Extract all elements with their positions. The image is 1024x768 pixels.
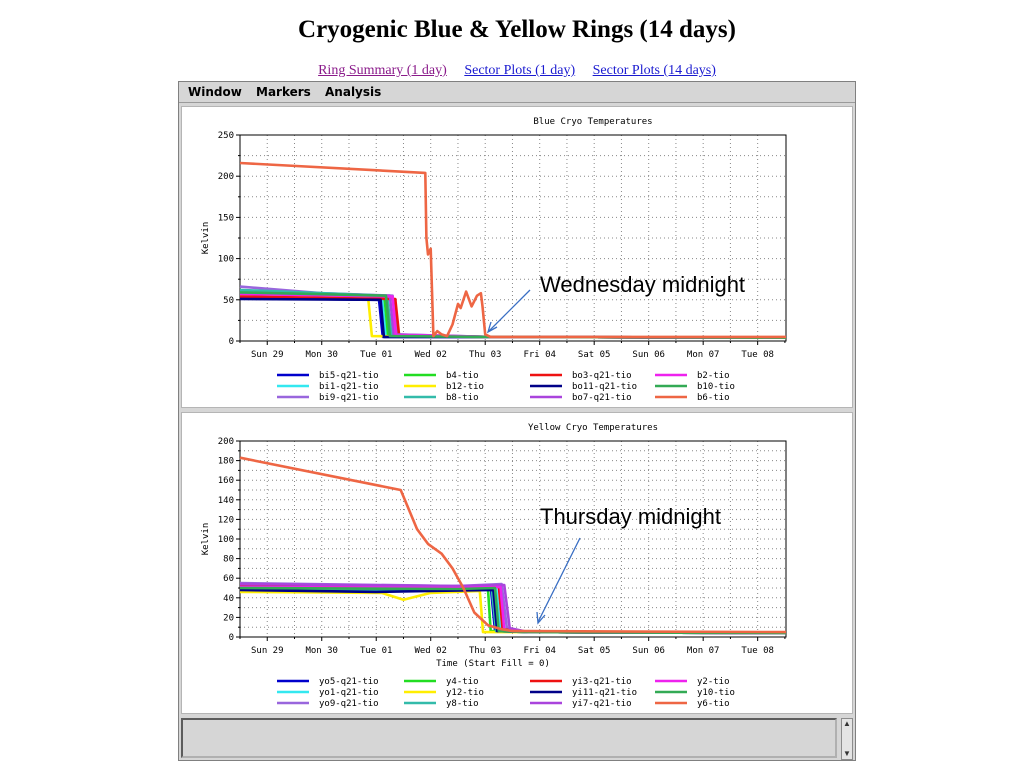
y-axis-label: Kelvin (201, 222, 211, 255)
plot-applet: Window Markers Analysis Blue Cryo Temper… (178, 81, 856, 761)
blue-cryo-chart-panel: Blue Cryo Temperatures 0 50 100 150 200 250 Sun… (181, 106, 853, 408)
x-tick-label: Sun 29 (251, 350, 284, 360)
x-tick-label: Sun 06 (632, 646, 665, 656)
scroll-up-arrow-icon[interactable]: ▲ (843, 719, 851, 728)
y-tick-label: 250 (218, 131, 234, 141)
y-tick-label: 200 (218, 172, 234, 182)
scroll-down-arrow-icon[interactable]: ▼ (843, 749, 851, 758)
link-sector-plots-1-day[interactable]: Sector Plots (1 day) (464, 63, 576, 78)
legend-label: yo1-q21-tio (319, 688, 379, 698)
chart-title: Yellow Cryo Temperatures (528, 423, 658, 433)
legend-label: bi5-q21-tio (319, 371, 379, 381)
legend-label: b12-tio (446, 382, 484, 392)
series-line (239, 586, 787, 635)
legend-label: yi11-q21-tio (572, 688, 637, 698)
legend-label: y6-tio (697, 699, 730, 709)
blue-cryo-chart: Blue Cryo Temperatures 0 50 100 150 200 250 Sun… (201, 117, 787, 403)
yellow-cryo-chart: Yellow Cryo Temperatures 0 20 40 60 80 100 120 1… (201, 423, 787, 709)
x-tick-label: Tue 08 (741, 350, 774, 360)
link-ring-summary-1-day[interactable]: Ring Summary (1 day) (318, 63, 447, 78)
legend-label: yo9-q21-tio (319, 699, 379, 709)
legend-label: y8-tio (446, 699, 479, 709)
legend-label: bi1-q21-tio (319, 382, 379, 392)
x-tick-label: Tue 01 (360, 646, 393, 656)
x-tick-label: Mon 07 (687, 646, 720, 656)
legend-label: b10-tio (697, 382, 735, 392)
x-tick-label: Wed 02 (414, 350, 447, 360)
x-tick-label: Wed 02 (414, 646, 447, 656)
series-line (239, 456, 787, 634)
legend-label: b6-tio (697, 393, 730, 403)
legend-label: bi9-q21-tio (319, 393, 379, 403)
y-tick-label: 140 (218, 496, 234, 506)
x-tick-label: Thu 03 (469, 646, 502, 656)
y-tick-label: 150 (218, 213, 234, 223)
thursday-midnight-annotation: Thursday midnight (540, 504, 721, 529)
legend-label: b2-tio (697, 371, 730, 381)
link-sector-plots-14-days[interactable]: Sector Plots (14 days) (592, 63, 716, 78)
menu-markers[interactable]: Markers (256, 85, 311, 99)
menu-bar: Window Markers Analysis (179, 82, 855, 103)
y-tick-label: 180 (218, 457, 234, 467)
x-tick-label: Mon 30 (305, 350, 338, 360)
y-tick-label: 100 (218, 255, 234, 265)
series-line (239, 588, 787, 635)
legend-label: y2-tio (697, 677, 730, 687)
legend-label: bo7-q21-tio (572, 393, 632, 403)
menu-window[interactable]: Window (188, 85, 242, 99)
legend-label: y10-tio (697, 688, 735, 698)
x-tick-label: Sat 05 (578, 646, 611, 656)
y-tick-label: 100 (218, 535, 234, 545)
x-tick-label: Tue 01 (360, 350, 393, 360)
y-tick-label: 0 (229, 337, 234, 347)
x-tick-label: Mon 07 (687, 350, 720, 360)
x-tick-label: Fri 04 (523, 350, 556, 360)
x-tick-label: Thu 03 (469, 350, 502, 360)
nav-links: Ring Summary (1 day) Sector Plots (1 day… (0, 63, 1024, 79)
yellow-cryo-chart-panel: Yellow Cryo Temperatures 0 20 40 60 80 100 120 1… (181, 412, 853, 714)
series-line (239, 586, 787, 635)
legend-label: bo3-q21-tio (572, 371, 632, 381)
x-tick-label: Tue 08 (741, 646, 774, 656)
x-tick-label: Fri 04 (523, 646, 556, 656)
legend-label: yo5-q21-tio (319, 677, 379, 687)
page-title: Cryogenic Blue & Yellow Rings (14 days) (298, 16, 736, 43)
x-axis-label: Time (Start Fill = 0) (436, 659, 550, 669)
y-tick-label: 0 (229, 633, 234, 643)
menu-analysis[interactable]: Analysis (325, 85, 382, 99)
status-scrollbar[interactable]: ▲ ▼ (841, 718, 853, 760)
y-tick-label: 60 (223, 574, 234, 584)
y-axis-label: Kelvin (201, 523, 211, 556)
legend-label: b8-tio (446, 393, 479, 403)
x-tick-label: Sat 05 (578, 350, 611, 360)
y-tick-label: 20 (223, 613, 234, 623)
status-text-area[interactable] (181, 718, 837, 758)
series-line (239, 586, 787, 635)
legend-label: y4-tio (446, 677, 479, 687)
legend-label: bo11-q21-tio (572, 382, 637, 392)
y-tick-label: 200 (218, 437, 234, 447)
chart-title: Blue Cryo Temperatures (533, 117, 652, 127)
series-line (239, 161, 786, 339)
legend-label: b4-tio (446, 371, 479, 381)
x-tick-label: Mon 30 (305, 646, 338, 656)
legend-label: y12-tio (446, 688, 484, 698)
wednesday-midnight-annotation: Wednesday midnight (540, 272, 746, 297)
legend-label: yi3-q21-tio (572, 677, 632, 687)
y-tick-label: 160 (218, 476, 234, 486)
x-tick-label: Sun 29 (251, 646, 284, 656)
legend-label: yi7-q21-tio (572, 699, 632, 709)
y-tick-label: 80 (223, 555, 234, 565)
y-tick-label: 50 (223, 296, 234, 306)
y-tick-label: 120 (218, 515, 234, 525)
y-tick-label: 40 (223, 594, 234, 604)
x-tick-label: Sun 06 (632, 350, 665, 360)
